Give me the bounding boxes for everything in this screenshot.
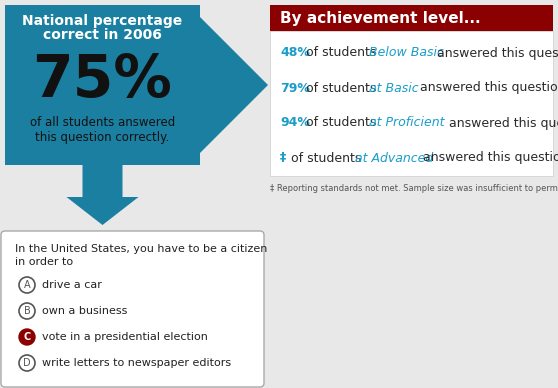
Text: answered this question correctly.: answered this question correctly. — [433, 47, 558, 59]
Circle shape — [19, 303, 35, 319]
Text: B: B — [23, 306, 30, 316]
Text: answered this question correctly.: answered this question correctly. — [418, 151, 558, 165]
Text: vote in a presidential election: vote in a presidential election — [42, 332, 208, 342]
Polygon shape — [66, 165, 138, 225]
FancyBboxPatch shape — [270, 31, 553, 176]
Polygon shape — [188, 5, 268, 165]
Text: 48%: 48% — [280, 47, 310, 59]
Text: of students: of students — [287, 151, 365, 165]
Text: 94%: 94% — [280, 116, 310, 130]
Text: National percentage: National percentage — [22, 14, 182, 28]
Text: answered this question correctly.: answered this question correctly. — [445, 116, 558, 130]
Text: at Proficient: at Proficient — [369, 116, 445, 130]
Text: 79%: 79% — [280, 81, 310, 95]
Text: answered this question correctly.: answered this question correctly. — [416, 81, 558, 95]
Text: In the United States, you have to be a citizen: In the United States, you have to be a c… — [15, 244, 267, 254]
Text: of all students answered: of all students answered — [30, 116, 175, 130]
Text: of students: of students — [302, 116, 380, 130]
Text: drive a car: drive a car — [42, 280, 102, 290]
Text: 75%: 75% — [32, 52, 172, 109]
Text: C: C — [23, 332, 31, 342]
Text: this question correctly.: this question correctly. — [35, 130, 170, 144]
Text: ‡: ‡ — [280, 151, 286, 165]
Text: ‡ Reporting standards not met. Sample size was insufficient to permit a reliable: ‡ Reporting standards not met. Sample si… — [270, 184, 558, 193]
Text: of students: of students — [302, 47, 380, 59]
Text: correct in 2006: correct in 2006 — [43, 28, 162, 42]
Text: write letters to newspaper editors: write letters to newspaper editors — [42, 358, 231, 368]
Text: D: D — [23, 358, 31, 368]
FancyBboxPatch shape — [1, 231, 264, 387]
Circle shape — [19, 355, 35, 371]
Text: A: A — [23, 280, 30, 290]
Circle shape — [19, 329, 35, 345]
Text: at Basic: at Basic — [369, 81, 419, 95]
FancyBboxPatch shape — [5, 5, 200, 165]
Text: By achievement level...: By achievement level... — [280, 10, 480, 26]
Text: in order to: in order to — [15, 257, 73, 267]
Text: of students: of students — [302, 81, 380, 95]
Text: own a business: own a business — [42, 306, 127, 316]
Circle shape — [19, 277, 35, 293]
FancyBboxPatch shape — [270, 5, 553, 31]
Text: Below Basic: Below Basic — [369, 47, 444, 59]
Text: at Advanced: at Advanced — [355, 151, 433, 165]
